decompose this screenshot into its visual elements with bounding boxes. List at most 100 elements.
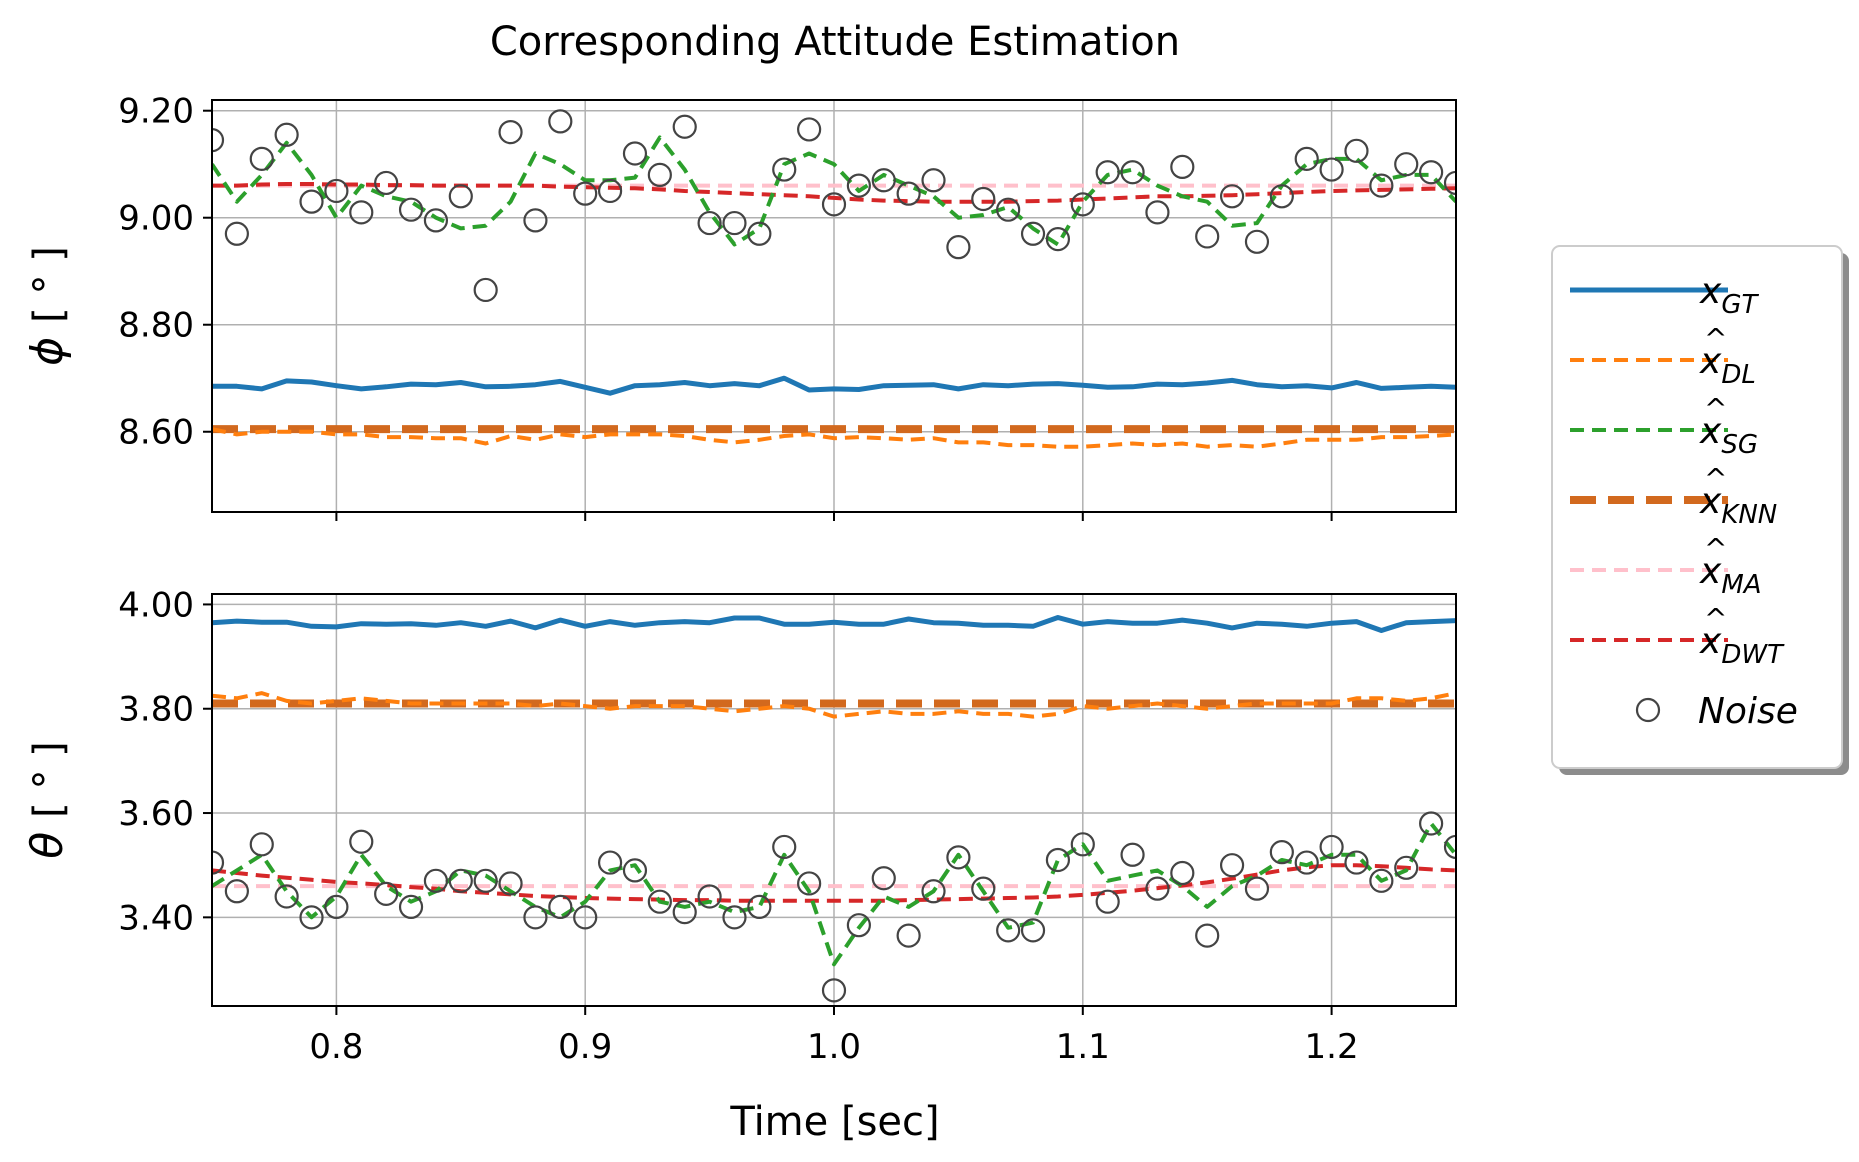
noise-point <box>1120 842 1145 867</box>
legend-item-sg: xSG^ <box>1570 392 1758 460</box>
y-tick-label: 9.00 <box>118 199 194 239</box>
noise-point <box>1394 152 1419 177</box>
noise-point <box>722 905 747 930</box>
series-group <box>212 615 1456 1003</box>
noise-point <box>548 109 573 134</box>
noise-point <box>473 868 498 893</box>
noise-point <box>212 128 225 153</box>
noise-point <box>1344 850 1369 875</box>
noise-point <box>647 162 672 188</box>
noise-point <box>722 210 747 236</box>
y-tick-label: 3.80 <box>118 690 194 730</box>
y-axis-unit: [ ° ] <box>26 246 72 323</box>
legend-label: xDWT <box>1699 621 1785 670</box>
noise-point <box>299 905 324 930</box>
noise-point <box>1145 200 1170 225</box>
noise-point <box>448 184 473 209</box>
noise-point <box>1195 224 1220 249</box>
noise-point <box>1344 138 1369 163</box>
y-tick-label: 8.80 <box>118 306 194 346</box>
noise-point <box>747 221 772 246</box>
noise-point <box>1394 855 1419 880</box>
legend-box <box>1551 245 1843 769</box>
noise-point <box>921 168 946 193</box>
noise-point <box>224 879 249 904</box>
noise-point <box>971 186 996 212</box>
legend-hat: ^ <box>1704 602 1727 635</box>
legend-label-base: x <box>1699 341 1722 382</box>
noise-point <box>548 894 573 920</box>
noise-point <box>498 120 523 145</box>
noise-point <box>1045 227 1071 252</box>
legend-hat: ^ <box>1704 462 1727 495</box>
legend-label-base: x <box>1699 621 1722 662</box>
noise-point <box>797 117 822 142</box>
series-line-gt <box>212 615 1456 633</box>
noise-point <box>896 923 921 948</box>
legend-item-dwt: xDWT^ <box>1570 602 1785 670</box>
legend-label-base: x <box>1699 411 1722 452</box>
legend-label-subscript: DWT <box>1721 640 1785 670</box>
noise-point <box>1419 160 1444 185</box>
noise-point <box>573 181 598 206</box>
noise-point <box>274 122 299 147</box>
x-tick-label: 0.8 <box>309 1027 363 1067</box>
noise-point <box>946 845 971 870</box>
legend-label: xKNN <box>1699 481 1777 530</box>
noise-point <box>896 181 921 206</box>
legend-label-base: x <box>1699 481 1722 522</box>
noise-point <box>1219 853 1245 878</box>
series-line-dwt <box>212 182 1456 204</box>
legend-label-subscript: GT <box>1721 290 1759 320</box>
noise-point <box>374 170 399 196</box>
series-line-dl <box>212 427 1456 449</box>
noise-point <box>597 178 623 204</box>
noise-point <box>697 884 722 909</box>
noise-point <box>672 114 697 139</box>
y-axis-title: θ [ ° ] <box>22 741 73 859</box>
legend-marker-noise <box>1635 697 1661 723</box>
noise-point <box>1369 868 1394 893</box>
noise-point <box>772 157 797 182</box>
noise-point <box>622 858 648 883</box>
noise-point <box>523 208 548 233</box>
noise-point <box>573 905 598 930</box>
legend-item-dl: xDL^ <box>1570 322 1756 390</box>
noise-point <box>448 868 473 893</box>
noise-point <box>1020 918 1046 943</box>
noise-point <box>249 832 274 857</box>
noise-point <box>871 168 896 193</box>
noise-point <box>1145 876 1170 901</box>
x-axis-title: Time [sec] <box>729 1099 939 1145</box>
noise-point <box>1369 173 1394 198</box>
y-tick-label: 4.00 <box>118 585 194 625</box>
noise-point <box>747 894 772 920</box>
noise-point <box>398 894 424 920</box>
noise-point <box>324 894 349 920</box>
noise-point <box>423 868 449 893</box>
legend-label-base: x <box>1699 551 1722 592</box>
legend-label-base: x <box>1699 271 1722 312</box>
noise-point <box>821 978 847 1003</box>
legend-label: xSG <box>1699 411 1758 460</box>
y-tick-label: 9.20 <box>118 92 194 132</box>
noise-point <box>797 871 822 896</box>
series-line-dwt <box>212 863 1456 903</box>
noise-point <box>821 192 847 217</box>
noise-point <box>996 918 1021 943</box>
noise-point <box>249 146 274 171</box>
noise-point <box>1419 811 1444 836</box>
noise-point <box>523 905 548 930</box>
legend-hat: ^ <box>1704 532 1727 565</box>
noise-point <box>374 881 399 906</box>
legend-label: Noise <box>1698 691 1798 732</box>
legend-label-subscript: SG <box>1721 430 1758 460</box>
noise-point <box>1045 847 1071 873</box>
noise-point <box>1294 146 1319 171</box>
x-tick-label: 0.9 <box>558 1027 612 1067</box>
noise-point <box>946 235 971 260</box>
x-tick-label: 1.2 <box>1305 1027 1359 1067</box>
